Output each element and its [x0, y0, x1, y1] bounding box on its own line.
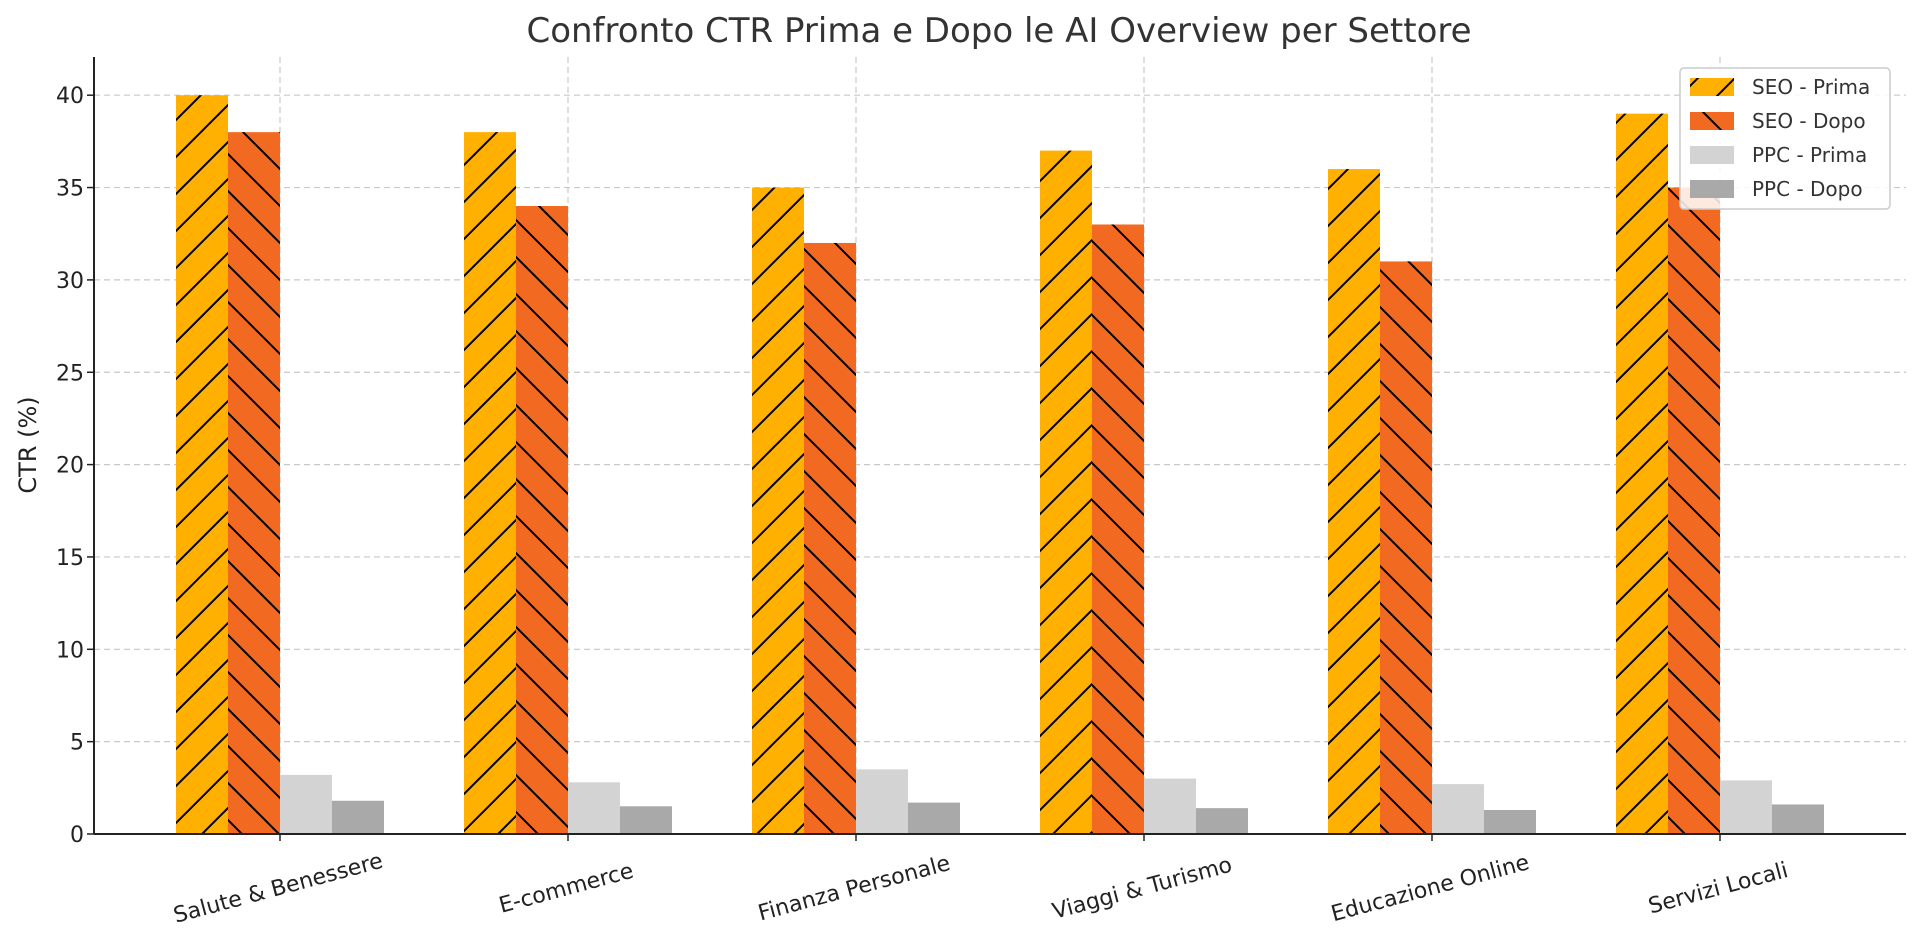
y-tick-label: 5: [70, 731, 84, 756]
y-tick-label: 25: [56, 361, 84, 386]
x-ticks: Salute & Benessere E-commerce Finanza Pers…: [171, 834, 1791, 929]
bar: [1772, 804, 1824, 834]
bar-hatch: [1040, 150, 1092, 835]
bar-hatch: [464, 132, 516, 834]
bar: [1432, 784, 1484, 834]
bar-hatch: [228, 132, 280, 834]
bars: [176, 95, 1824, 835]
chart-title: Confronto CTR Prima e Dopo le AI Overvie…: [526, 11, 1471, 51]
legend-swatch: [1690, 146, 1734, 164]
x-tick-label: E-commerce: [496, 859, 636, 919]
x-tick-label: Salute & Benessere: [171, 849, 386, 929]
y-tick-label: 15: [56, 546, 84, 571]
bar-hatch: [1668, 187, 1720, 835]
y-tick-label: 20: [56, 454, 84, 479]
bar-hatch: [1380, 261, 1432, 834]
y-tick-label: 30: [56, 269, 84, 294]
bar: [280, 774, 332, 834]
bar-hatch: [1616, 113, 1668, 835]
bar: [1720, 780, 1772, 834]
legend-label: PPC - Dopo: [1752, 177, 1863, 201]
bar-hatch: [1092, 224, 1144, 835]
y-tick-label: 0: [70, 823, 84, 848]
y-ticks: 0 5 10 15 20 25 30 35 40: [56, 84, 94, 848]
bar: [908, 802, 960, 834]
bar: [568, 782, 620, 834]
bar: [1484, 809, 1536, 834]
x-tick-label: Educazione Online: [1329, 850, 1532, 927]
bar-hatch: [752, 187, 804, 835]
bar-hatch: [176, 95, 228, 834]
bar-hatch: [1328, 169, 1380, 834]
legend-label: PPC - Prima: [1752, 143, 1867, 167]
bar: [620, 806, 672, 834]
y-axis-title: CTR (%): [14, 396, 42, 493]
y-tick-label: 10: [56, 638, 84, 663]
bar: [1196, 808, 1248, 834]
x-tick-label: Viaggi & Turismo: [1050, 853, 1235, 925]
x-tick-label: Servizi Locali: [1646, 858, 1791, 919]
grid-lines: [94, 57, 1906, 834]
bar: [332, 800, 384, 834]
bar-hatch: [516, 206, 568, 834]
y-tick-label: 35: [56, 177, 84, 202]
legend-swatch-hatch: [1690, 112, 1734, 130]
legend: SEO - Prima SEO - Dopo PPC - Prima PPC - Do…: [1679, 67, 1891, 210]
bar: [1144, 778, 1196, 834]
y-tick-label: 40: [56, 84, 84, 109]
bar: [856, 769, 908, 834]
legend-label: SEO - Dopo: [1752, 109, 1866, 133]
x-tick-label: Finanza Personale: [756, 851, 953, 926]
legend-box: [1679, 67, 1891, 210]
legend-label: SEO - Prima: [1752, 75, 1870, 99]
bar-hatch: [804, 242, 856, 834]
legend-swatch-hatch: [1690, 78, 1734, 96]
legend-swatch: [1690, 180, 1734, 198]
